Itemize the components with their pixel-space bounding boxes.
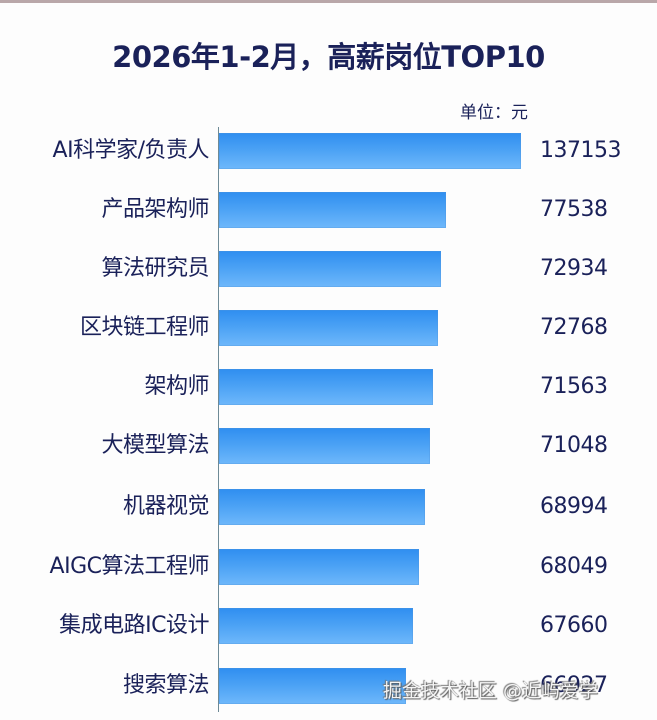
bar-row: 集成电路IC设计 67660 [0, 608, 657, 644]
bar [219, 549, 419, 585]
bar-row: 搜索算法 66927 [0, 668, 657, 704]
category-label: 架构师 [144, 374, 209, 399]
bar-row: 机器视觉 68994 [0, 489, 657, 525]
watermark: 掘金技术社区 @近屿爱学 [383, 680, 599, 702]
bar [219, 310, 438, 346]
y-axis-line [218, 127, 219, 712]
bar-row: 算法研究员 72934 [0, 251, 657, 287]
bar [219, 428, 430, 464]
bar [219, 192, 446, 228]
bar-row: 架构师 71563 [0, 369, 657, 405]
bar-row: AI科学家/负责人 137153 [0, 133, 657, 169]
category-label: 产品架构师 [101, 197, 209, 222]
bar-row: 产品架构师 77538 [0, 192, 657, 228]
bar [219, 251, 441, 287]
category-label: 机器视觉 [122, 494, 210, 519]
category-label: 大模型算法 [101, 433, 209, 458]
category-label: AIGC算法工程师 [49, 554, 210, 579]
value-label: 71563 [540, 374, 608, 399]
category-label: 集成电路IC设计 [59, 613, 209, 638]
bar [219, 133, 521, 169]
value-label: 72768 [540, 315, 608, 340]
category-label: 搜索算法 [122, 673, 210, 698]
bar-row: AIGC算法工程师 68049 [0, 549, 657, 585]
category-label: 算法研究员 [101, 256, 209, 281]
value-label: 71048 [540, 433, 608, 458]
bar-row: 大模型算法 71048 [0, 428, 657, 464]
value-label: 77538 [540, 197, 608, 222]
value-label: 67660 [540, 613, 608, 638]
bar [219, 369, 433, 405]
value-label: 137153 [540, 138, 621, 163]
top-border [0, 0, 657, 3]
bar [219, 608, 413, 644]
value-label: 68049 [540, 554, 608, 579]
value-label: 66927 [540, 673, 608, 698]
value-label: 72934 [540, 256, 608, 281]
bar [219, 489, 425, 525]
value-label: 68994 [540, 494, 608, 519]
unit-label: 单位：元 [460, 103, 528, 123]
category-label: 区块链工程师 [79, 315, 210, 340]
bar [219, 668, 406, 704]
chart-title: 2026年1-2月，高薪岗位TOP10 [112, 40, 545, 74]
bar-row: 区块链工程师 72768 [0, 310, 657, 346]
category-label: AI科学家/负责人 [52, 138, 210, 163]
